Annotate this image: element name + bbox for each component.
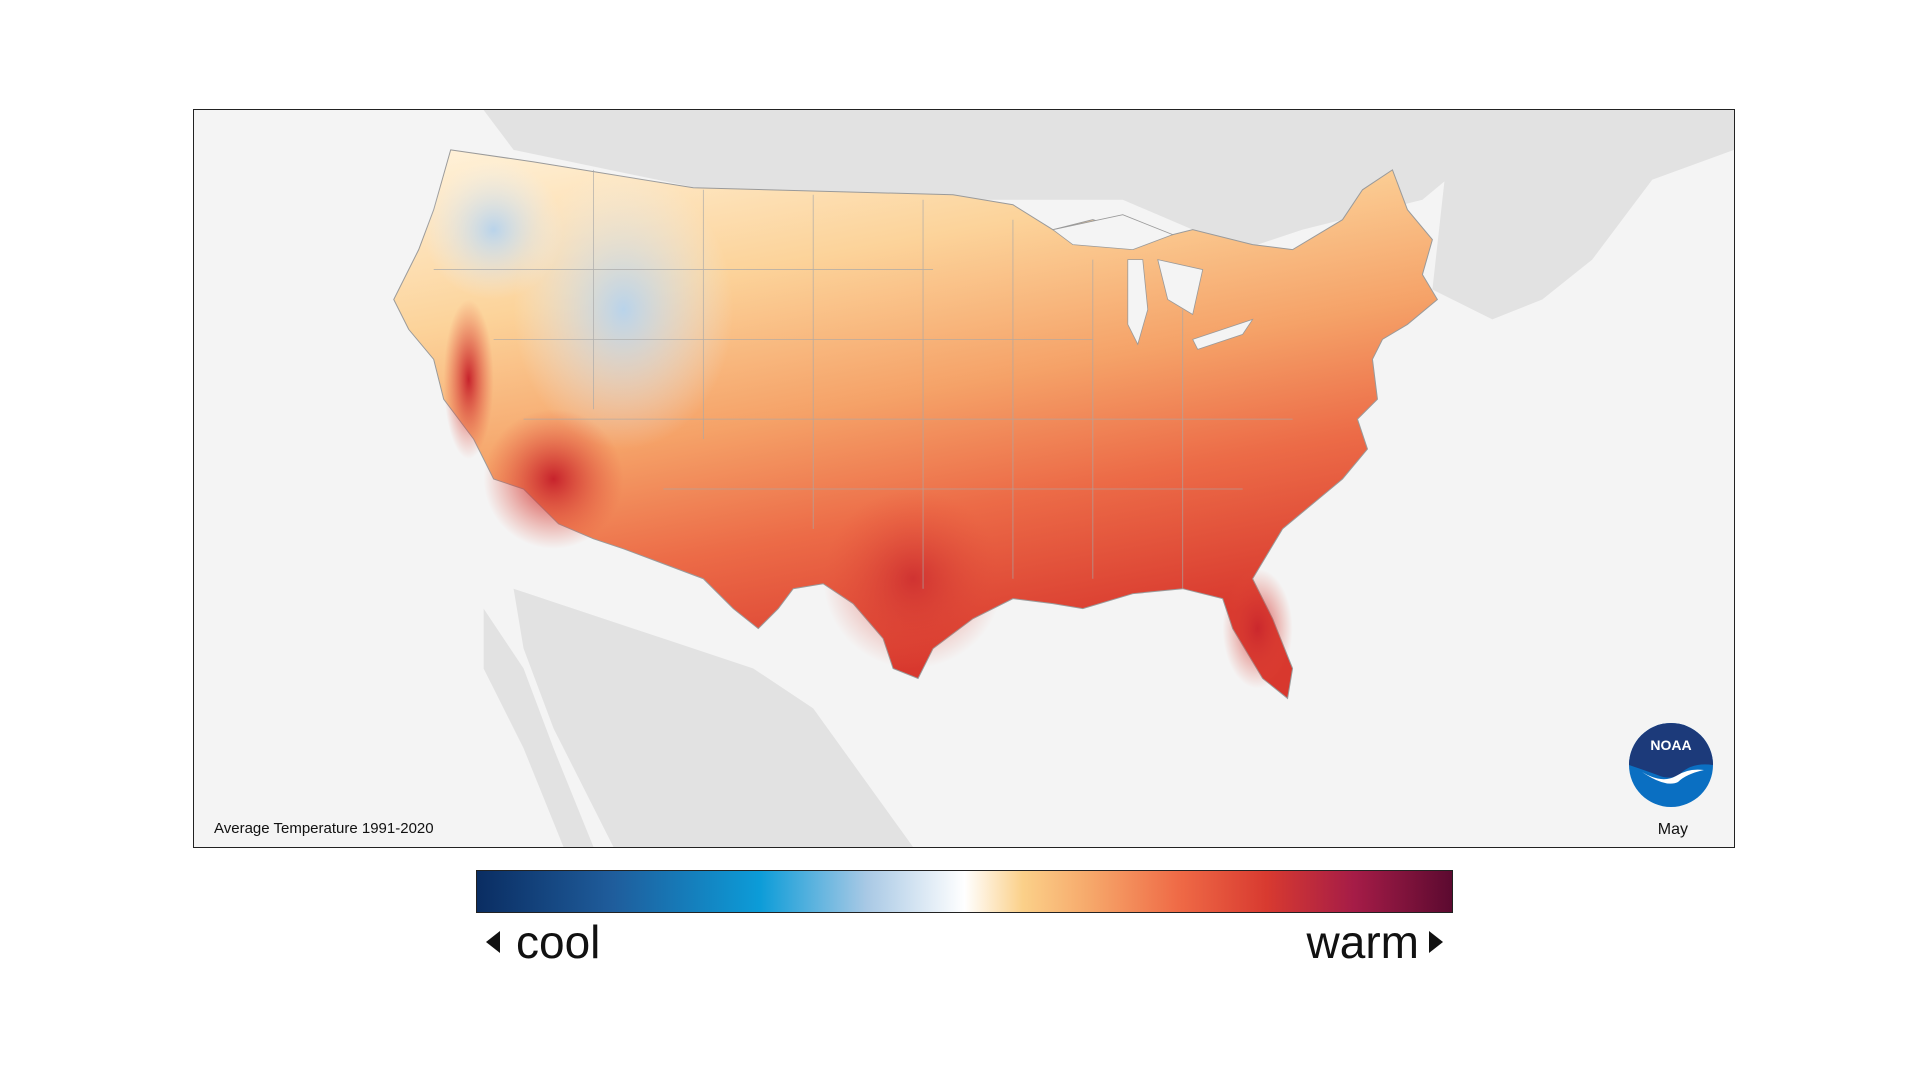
noaa-logo-text: NOAA — [1650, 737, 1691, 753]
lake-michigan — [1127, 259, 1149, 346]
lake-superior — [1051, 214, 1174, 251]
canada-east-landmass — [1432, 110, 1734, 320]
legend-cool: cool — [476, 914, 600, 970]
month-label: May — [1657, 821, 1688, 838]
florida-hot-region — [1222, 568, 1293, 689]
mexico-landmass — [513, 588, 914, 847]
arrow-right-icon — [1429, 931, 1443, 953]
central-valley-hot-region — [443, 299, 494, 460]
map-caption: Average Temperature 1991-2020 — [214, 820, 434, 837]
noaa-logo: NOAA — [1629, 723, 1713, 807]
southwest-hot-region — [483, 409, 624, 549]
canada-landmass — [453, 110, 1483, 250]
baja-landmass — [483, 608, 594, 847]
rockies-cool-region — [513, 169, 734, 450]
color-scale-legend — [476, 870, 1453, 913]
legend-cool-label: cool — [516, 916, 601, 968]
map-graphic — [393, 110, 1734, 847]
arrow-left-icon — [486, 931, 500, 953]
temperature-map: Average Temperature 1991-2020 NOAA May — [193, 109, 1735, 848]
northwest-cool-region — [423, 159, 564, 300]
state-borders — [433, 169, 1293, 589]
legend-warm: warm — [1307, 914, 1453, 970]
lake-erie — [1192, 318, 1254, 350]
texas-hot-region — [823, 488, 1003, 669]
legend-warm-label: warm — [1306, 916, 1419, 968]
lake-huron — [1157, 259, 1204, 316]
